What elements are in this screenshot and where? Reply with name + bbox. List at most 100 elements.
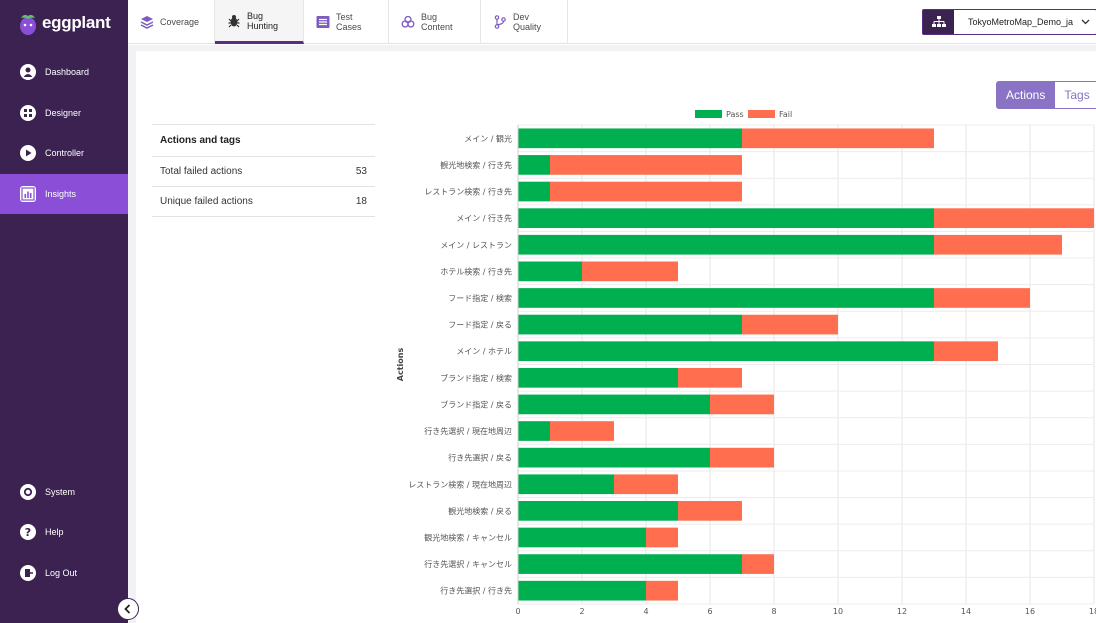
bar-pass bbox=[518, 234, 934, 255]
summary-row-total-failed: Total failed actions 53 bbox=[152, 157, 375, 187]
summary-row-label: Unique failed actions bbox=[160, 196, 253, 207]
tab-label: Test Cases bbox=[336, 12, 362, 32]
tab-dev-quality[interactable]: Dev Quality bbox=[481, 0, 568, 44]
summary-row-unique-failed: Unique failed actions 18 bbox=[152, 187, 375, 217]
tab-bug-hunting[interactable]: Bug Hunting bbox=[215, 0, 304, 44]
x-tick-label: 18 bbox=[1089, 607, 1096, 616]
bar-fail bbox=[678, 501, 742, 521]
bar-pass bbox=[518, 421, 550, 441]
bar-pass bbox=[518, 341, 934, 362]
bar-pass bbox=[518, 208, 934, 228]
y-tick-label: ブランド指定 / 検索 bbox=[440, 373, 512, 383]
bar-pass bbox=[518, 367, 678, 388]
x-tick-label: 6 bbox=[707, 607, 712, 616]
controller-icon bbox=[20, 145, 36, 161]
bar-fail bbox=[742, 554, 774, 574]
tab-label: Bug Content bbox=[421, 12, 453, 32]
sidebar-item-dashboard[interactable]: Dashboard bbox=[0, 52, 128, 92]
bar-fail bbox=[742, 314, 838, 335]
project-selector[interactable]: TokyoMetroMap_Demo_ja bbox=[922, 9, 1096, 35]
chevron-left-icon bbox=[124, 604, 131, 614]
summary-row-value: 18 bbox=[355, 196, 367, 207]
branch-icon bbox=[493, 15, 507, 29]
sidebar-item-label: Controller bbox=[45, 148, 85, 158]
bar-fail bbox=[646, 580, 678, 601]
svg-text:?: ? bbox=[25, 526, 31, 539]
bar-pass bbox=[518, 288, 934, 308]
x-tick-label: 2 bbox=[579, 607, 584, 616]
summary-row-value: 53 bbox=[355, 166, 367, 177]
tab-test-cases[interactable]: Test Cases bbox=[304, 0, 389, 44]
bar-pass bbox=[518, 261, 582, 282]
y-axis-title: Actions bbox=[396, 348, 405, 382]
tab-bug-content[interactable]: Bug Content bbox=[389, 0, 481, 44]
y-tick-label: メイン / レストラン bbox=[440, 241, 512, 250]
y-tick-label: 観光地検索 / キャンセル bbox=[424, 532, 512, 542]
x-tick-label: 8 bbox=[771, 607, 776, 616]
sidebar-item-label: Dashboard bbox=[45, 67, 90, 77]
sidebar-item-insights[interactable]: Insights bbox=[0, 174, 128, 214]
y-tick-label: 行き先選択 / 現在地周辺 bbox=[424, 426, 512, 436]
legend-label-fail: Fail bbox=[779, 110, 792, 119]
summary-table: Actions and tags Total failed actions 53… bbox=[152, 124, 375, 217]
project-name: TokyoMetroMap_Demo_ja bbox=[968, 17, 1074, 27]
y-tick-label: レストラン検索 / 行き先 bbox=[424, 187, 512, 197]
dashboard-icon bbox=[20, 64, 36, 80]
sidebar-item-label: Help bbox=[45, 527, 64, 537]
x-tick-label: 14 bbox=[961, 607, 971, 616]
bar-fail bbox=[710, 394, 774, 415]
sidebar-item-system[interactable]: System bbox=[0, 472, 128, 512]
bar-pass bbox=[518, 181, 550, 202]
bar-pass bbox=[518, 394, 710, 415]
bar-pass bbox=[518, 580, 646, 601]
summary-title: Actions and tags bbox=[152, 124, 375, 157]
actions-toggle-button[interactable]: Actions bbox=[996, 81, 1056, 109]
legend-label-pass: Pass bbox=[726, 110, 744, 119]
sitemap-icon bbox=[923, 10, 954, 34]
insights-icon bbox=[20, 186, 36, 202]
tab-coverage[interactable]: Coverage bbox=[128, 0, 215, 44]
bar-fail bbox=[582, 261, 678, 282]
bar-fail bbox=[550, 181, 742, 202]
collapse-sidebar-button[interactable] bbox=[117, 598, 139, 620]
tab-label: Dev Quality bbox=[513, 12, 542, 32]
tab-label: Bug Hunting bbox=[247, 10, 279, 31]
sidebar-item-help[interactable]: ? Help bbox=[0, 512, 128, 552]
y-tick-label: フード指定 / 検索 bbox=[448, 293, 512, 303]
biohazard-icon bbox=[401, 15, 415, 29]
chevron-down-icon bbox=[1081, 18, 1090, 27]
bar-fail bbox=[646, 527, 678, 548]
bar-fail bbox=[678, 367, 742, 388]
y-tick-label: 観光地検索 / 行き先 bbox=[440, 160, 512, 170]
bar-pass bbox=[518, 447, 710, 468]
y-tick-label: ブランド指定 / 戻る bbox=[440, 399, 512, 409]
layers-icon bbox=[140, 15, 154, 29]
sidebar-item-controller[interactable]: Controller bbox=[0, 133, 128, 173]
bug-icon bbox=[227, 14, 241, 28]
sidebar: eggplant Dashboard Designer Controller I… bbox=[0, 0, 128, 623]
bar-fail bbox=[614, 474, 678, 495]
eggplant-logo[interactable]: eggplant bbox=[18, 10, 111, 36]
bar-pass bbox=[518, 527, 646, 548]
app-name: eggplant bbox=[42, 13, 111, 32]
x-tick-label: 16 bbox=[1025, 607, 1035, 616]
gear-icon bbox=[20, 484, 36, 500]
tab-label: Coverage bbox=[160, 17, 200, 27]
bar-pass bbox=[518, 554, 742, 574]
summary-row-label: Total failed actions bbox=[160, 166, 243, 177]
x-tick-label: 12 bbox=[897, 607, 907, 616]
y-tick-label: 行き先選択 / 行き先 bbox=[440, 586, 512, 596]
legend-swatch-pass bbox=[695, 110, 722, 118]
tags-toggle-button[interactable]: Tags bbox=[1055, 81, 1096, 109]
bar-fail bbox=[934, 208, 1094, 228]
y-tick-label: ホテル検索 / 行き先 bbox=[440, 266, 512, 276]
bar-pass bbox=[518, 155, 550, 175]
y-tick-label: フード指定 / 戻る bbox=[448, 320, 512, 330]
bar-pass bbox=[518, 501, 678, 521]
eggplant-logo-icon bbox=[18, 11, 38, 35]
sidebar-item-designer[interactable]: Designer bbox=[0, 93, 128, 133]
sidebar-item-logout[interactable]: Log Out bbox=[0, 553, 128, 593]
bar-fail bbox=[934, 234, 1062, 255]
logout-icon bbox=[20, 565, 36, 581]
